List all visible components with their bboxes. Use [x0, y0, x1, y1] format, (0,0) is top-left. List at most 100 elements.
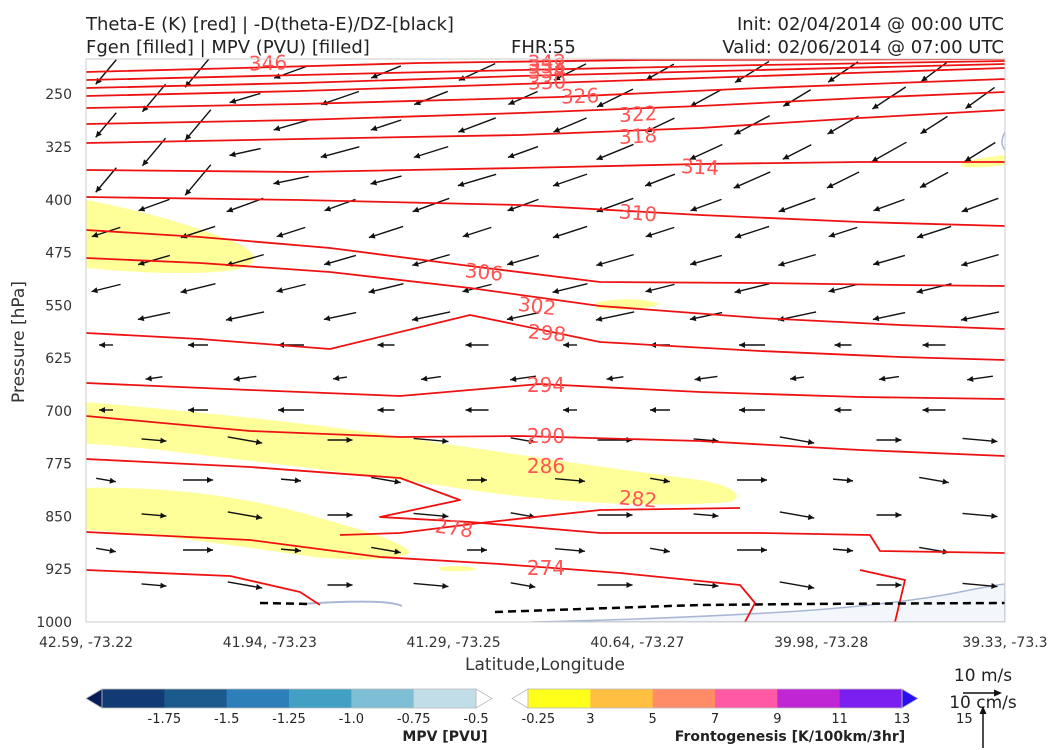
- y-tick-label: 475: [45, 246, 72, 262]
- x-tick-label: 39.33, -73.3: [962, 635, 1047, 651]
- wind-vector: [645, 226, 675, 238]
- wind-vector: [872, 254, 906, 266]
- wind-vector: [689, 254, 723, 266]
- wind-vector: [506, 311, 540, 322]
- wind-vector: [961, 253, 999, 267]
- theta-e-contour-line: [86, 67, 1005, 97]
- wind-vector: [368, 282, 404, 294]
- wind-vector: [368, 225, 404, 239]
- colorbar-tick-label: 9: [773, 712, 781, 727]
- wind-vector: [188, 407, 208, 413]
- wind-vector: [596, 253, 634, 267]
- wind-vector: [273, 119, 309, 132]
- wind-vector: [99, 407, 113, 413]
- colorbar-segment: [226, 689, 290, 708]
- dtheta-dz-contour: [259, 601, 1005, 614]
- y-tick-label: 775: [45, 457, 72, 473]
- contour-label: 274: [527, 556, 565, 580]
- colorbar-tick-label: 3: [586, 712, 594, 727]
- init-time: Init: 02/04/2014 @ 00:00 UTC: [736, 14, 1004, 35]
- colorbar-segment: [777, 689, 841, 708]
- wind-vector: [145, 375, 163, 382]
- wind-vector: [413, 512, 449, 519]
- colorbar-tick-label: -0.25: [522, 712, 556, 727]
- chart-title-line2: Fgen [filled] | MPV (PVU) [filled]: [86, 37, 370, 58]
- colorbar-tick-label: -1.75: [148, 712, 182, 727]
- wind-vector: [553, 117, 587, 133]
- wind-vector: [962, 437, 998, 444]
- wind-vector: [778, 197, 816, 213]
- wind-vector: [650, 477, 670, 484]
- wind-vector: [411, 311, 451, 322]
- dthetae-dz-line: [494, 601, 1005, 614]
- wind-vector: [597, 512, 633, 518]
- wind-vector: [96, 547, 116, 554]
- theta-e-contour-line: [86, 382, 1005, 400]
- fgen-fill-region: [86, 200, 254, 274]
- wind-vector: [552, 282, 588, 294]
- wind-vector: [644, 173, 676, 187]
- wind-vector: [650, 547, 670, 554]
- y-tick-label: 400: [45, 193, 72, 209]
- x-tick-label: 41.29, -73.25: [407, 635, 501, 651]
- wind-vector: [779, 436, 815, 445]
- wind-vector: [183, 547, 213, 553]
- theta-e-contour-line: [86, 458, 1005, 554]
- wind-vector: [276, 283, 306, 294]
- wind-vector: [694, 375, 718, 382]
- wind-vector: [188, 342, 208, 348]
- wind-vector: [413, 145, 449, 159]
- wind-vector: [826, 171, 860, 189]
- colorbar-extend: [901, 688, 919, 709]
- x-tick-label: 39.98, -73.28: [774, 635, 868, 651]
- wind-vector: [184, 164, 212, 196]
- theta-e-contour-line: [86, 60, 1005, 81]
- y-tick-label: 550: [45, 298, 72, 314]
- wind-vector: [280, 547, 302, 554]
- wind-vector: [916, 225, 952, 239]
- wind-vector: [554, 477, 586, 484]
- wind-vector: [420, 375, 442, 382]
- terrain-layer: [299, 131, 1005, 622]
- wind-vector: [510, 375, 536, 382]
- wind-vector: [462, 226, 492, 238]
- wind-vector: [778, 253, 816, 267]
- wind-vector: [137, 311, 171, 322]
- wind-vector: [734, 225, 770, 239]
- wind-vector: [510, 437, 536, 445]
- wind-vector: [137, 254, 171, 266]
- wind-vector: [595, 311, 635, 322]
- wind-vector: [332, 375, 348, 382]
- wind-vector: [597, 582, 633, 588]
- wind-vector: [552, 173, 588, 187]
- wind-vector: [782, 89, 812, 107]
- wind-vector: [276, 226, 306, 238]
- colorbar-segment: [590, 689, 654, 708]
- contour-label: 298: [527, 319, 567, 346]
- colorbar-tick-label: -1.25: [272, 712, 306, 727]
- mpv-colorbar: -1.75 -1.5 -1.25 -1.0 -0.75 -0.5 -0.25: [85, 688, 556, 727]
- wind-vector: [734, 282, 770, 294]
- wind-vector: [413, 582, 449, 589]
- theta-e-contour-line: [86, 569, 321, 606]
- wind-vector: [779, 511, 815, 520]
- wind-vector: [693, 512, 719, 519]
- wind-vector: [552, 225, 588, 239]
- wind-vector: [832, 547, 854, 554]
- wind-vector: [782, 144, 812, 160]
- wind-vector: [465, 342, 489, 348]
- mpv-colorbar-title: MPV [PVU]: [402, 729, 487, 745]
- colorbar-segment: [102, 689, 165, 708]
- wind-vector: [370, 119, 402, 131]
- wind-vector: [141, 582, 167, 589]
- wind-vector: [467, 547, 487, 553]
- wind-vector: [922, 407, 946, 413]
- wind-vector: [737, 477, 767, 483]
- wind-vector: [95, 167, 117, 193]
- wind-vector: [554, 547, 586, 554]
- wind-vector: [876, 512, 902, 518]
- wind-vector: [872, 311, 906, 322]
- fgen-fill-region: [86, 487, 410, 560]
- wind-vector: [229, 92, 261, 104]
- wind-vector: [227, 436, 263, 445]
